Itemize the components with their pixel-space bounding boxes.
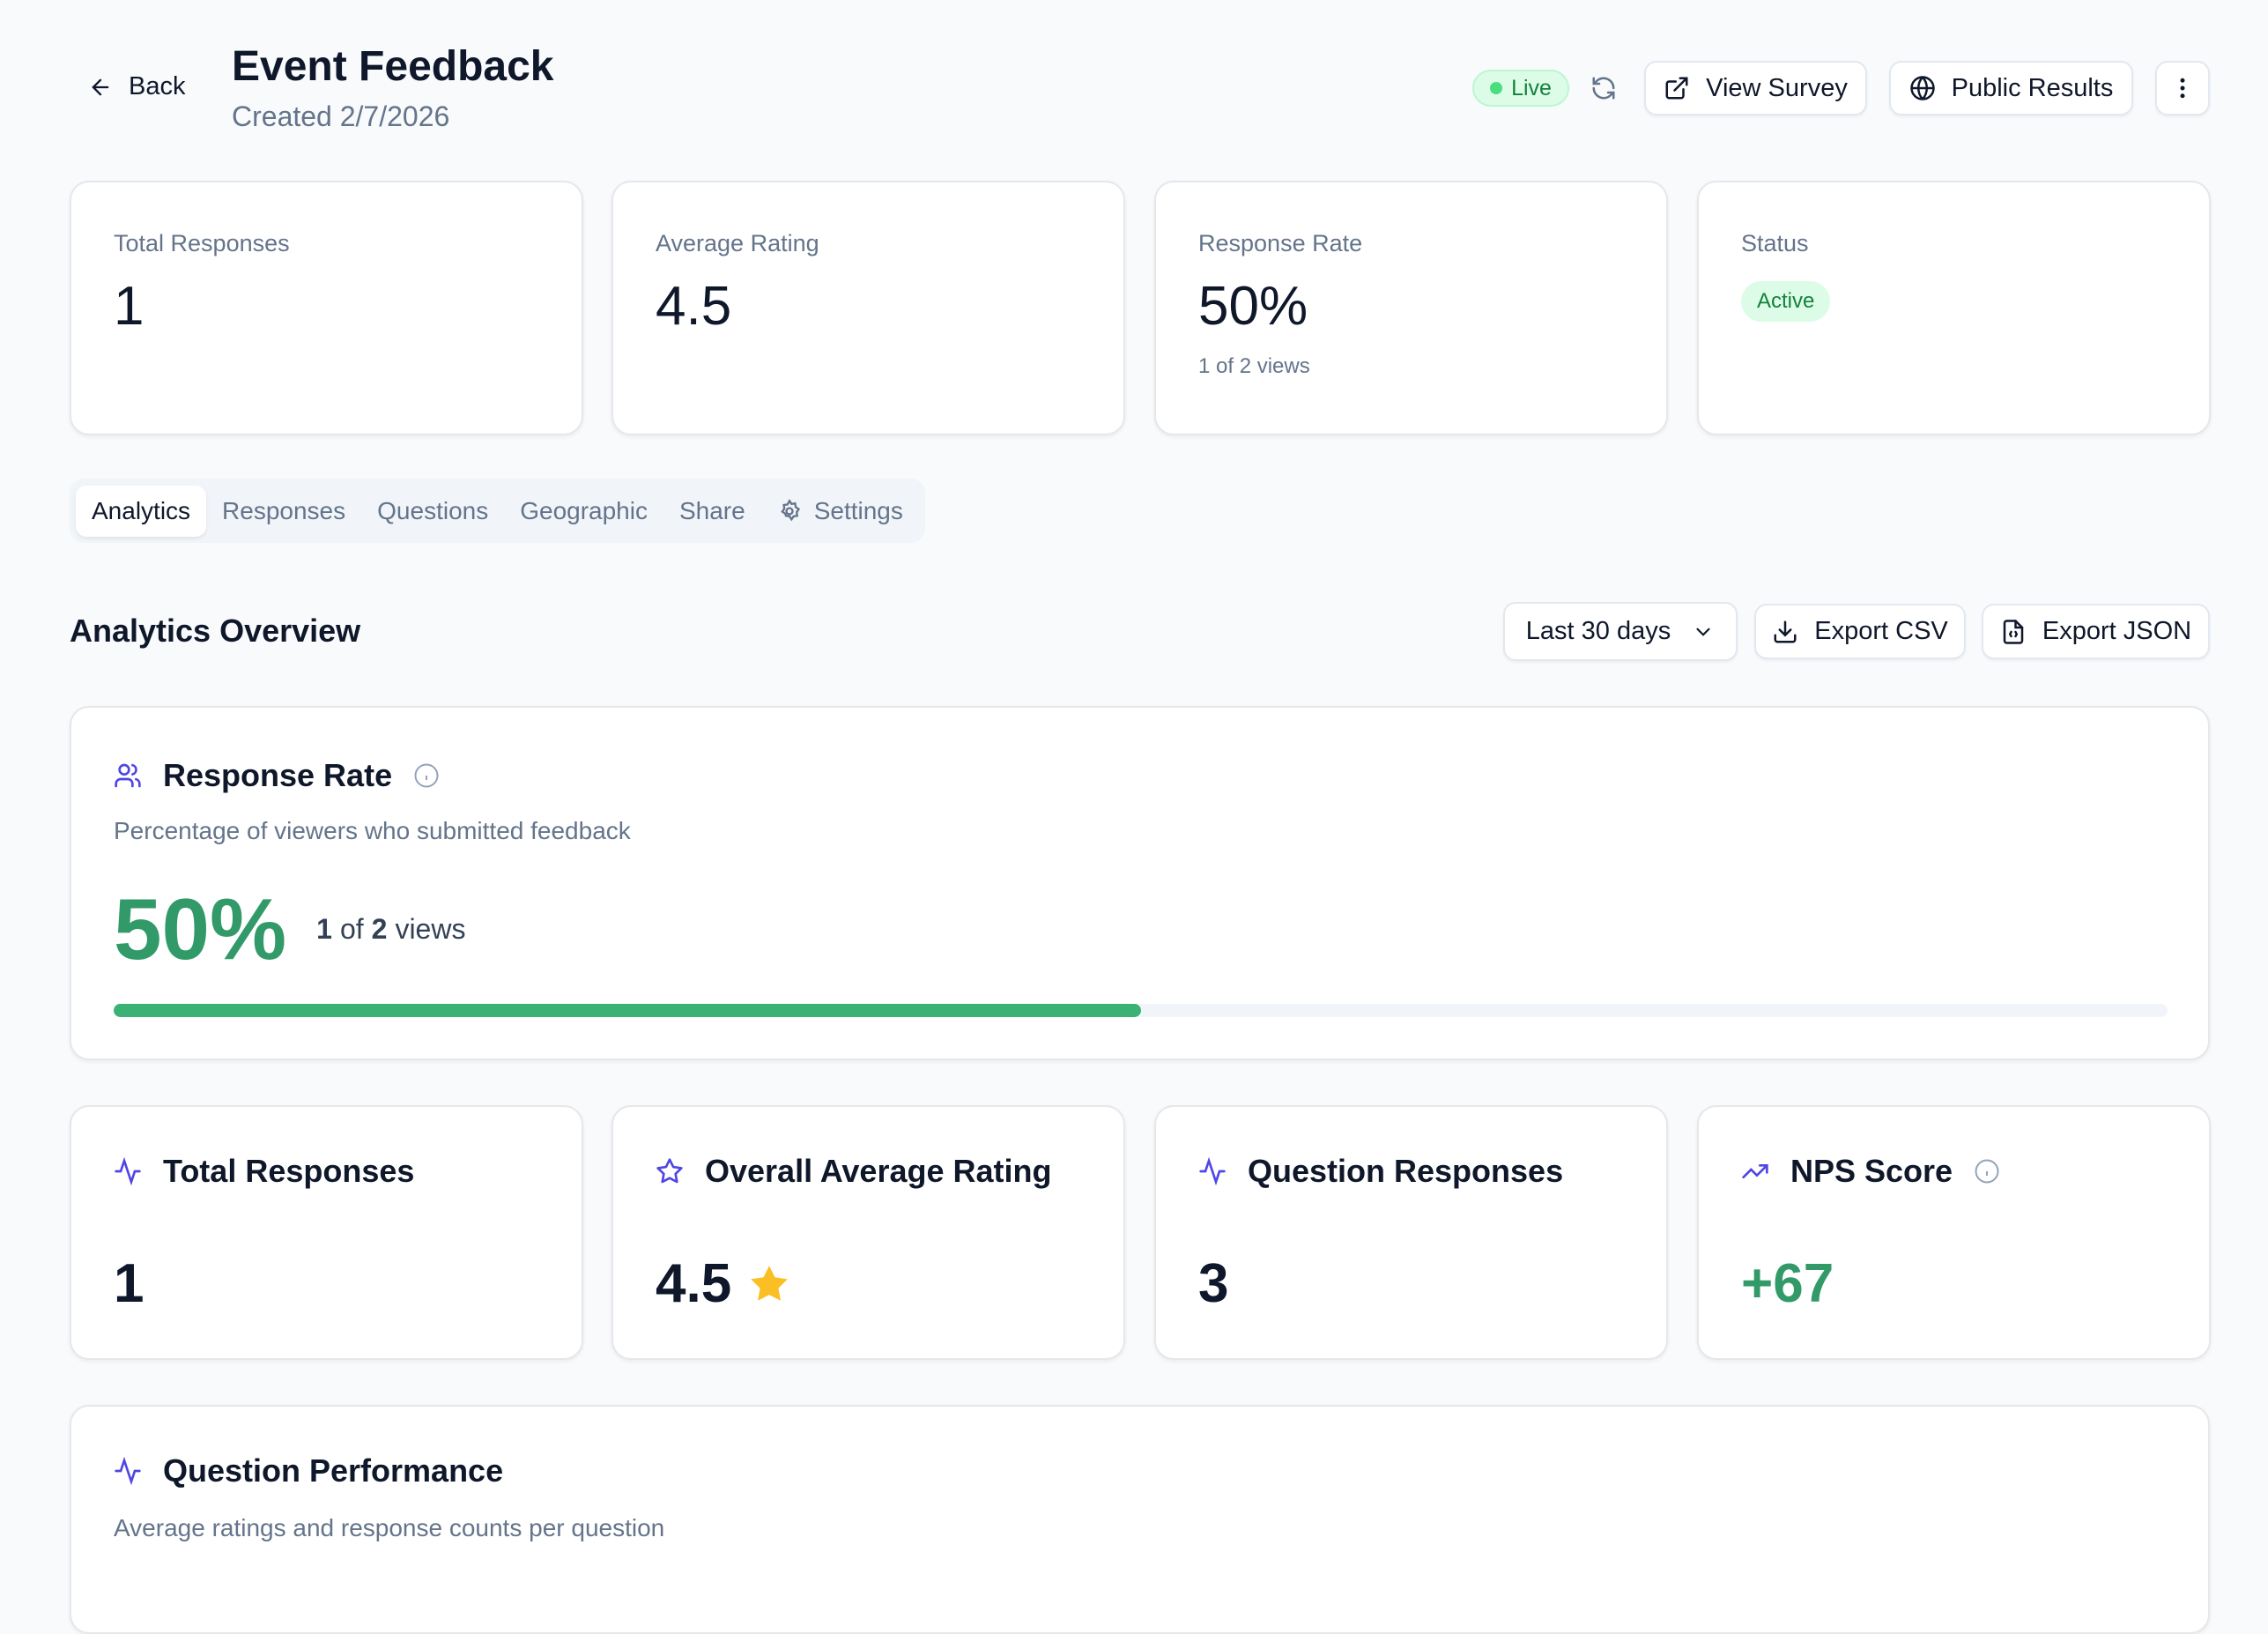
live-dot-icon xyxy=(1490,82,1503,94)
trending-up-icon xyxy=(1742,1164,1768,1178)
refresh-button[interactable] xyxy=(1590,75,1617,101)
activity-icon xyxy=(1199,1157,1226,1185)
tab-questions[interactable]: Questions xyxy=(377,496,489,524)
download-icon xyxy=(1774,620,1797,642)
page-title: Event Feedback xyxy=(232,43,554,90)
activity-icon xyxy=(115,1457,141,1485)
info-icon[interactable] xyxy=(413,762,440,789)
stat-card-total-responses: Total Responses 1 xyxy=(70,181,583,435)
status-badge: Active xyxy=(1741,281,1831,322)
gear-icon xyxy=(780,498,800,521)
metric-card-average-rating: Overall Average Rating 4.5 xyxy=(611,1105,1125,1360)
date-range-dropdown[interactable]: Last 30 days xyxy=(1503,602,1738,661)
stat-card-response-rate: Response Rate 50% 1 of 2 views xyxy=(1154,181,1668,435)
tab-share[interactable]: Share xyxy=(678,496,745,524)
tab-analytics[interactable]: Analytics xyxy=(76,485,207,537)
external-link-icon xyxy=(1665,77,1688,100)
tab-responses[interactable]: Responses xyxy=(222,496,346,524)
refresh-icon xyxy=(1592,77,1615,100)
public-results-button[interactable]: Public Results xyxy=(1889,61,2133,115)
export-csv-button[interactable]: Export CSV xyxy=(1754,604,1966,659)
more-options-button[interactable] xyxy=(2155,61,2210,115)
overview-title: Analytics Overview xyxy=(70,613,361,649)
created-date: Created 2/7/2026 xyxy=(232,100,450,132)
stat-card-status: Status Active xyxy=(1697,181,2211,435)
users-icon xyxy=(115,763,141,788)
chevron-down-icon xyxy=(1696,628,1710,636)
question-performance-card: Question Performance Average ratings and… xyxy=(70,1405,2210,1634)
globe-icon xyxy=(1909,76,1935,100)
metric-card-nps-score: NPS Score +67 xyxy=(1697,1105,2211,1360)
tab-geographic[interactable]: Geographic xyxy=(520,496,648,524)
star-outline-icon xyxy=(656,1158,683,1184)
star-icon xyxy=(751,1265,789,1301)
metric-card-question-responses: Question Responses 3 xyxy=(1154,1105,1668,1360)
info-icon[interactable] xyxy=(1974,1158,2000,1185)
metric-card-total-responses: Total Responses 1 xyxy=(70,1105,583,1360)
export-json-button[interactable]: Export JSON xyxy=(1982,604,2210,659)
view-survey-button[interactable]: View Survey xyxy=(1644,61,1867,115)
live-badge: Live xyxy=(1472,70,1569,107)
back-button[interactable]: Back xyxy=(88,72,185,101)
tab-settings[interactable]: Settings xyxy=(761,486,919,537)
response-rate-value: 50% xyxy=(114,880,287,977)
arrow-left-icon xyxy=(92,78,109,95)
file-json-icon xyxy=(2003,619,2024,644)
response-rate-progress xyxy=(114,1004,2168,1017)
progress-fill xyxy=(114,1004,1141,1017)
more-vertical-icon xyxy=(2180,78,2185,99)
activity-icon xyxy=(115,1157,141,1185)
stat-card-average-rating: Average Rating 4.5 xyxy=(611,181,1125,435)
tab-bar: Analytics Responses Questions Geographic… xyxy=(70,479,925,543)
response-rate-card: Response Rate Percentage of viewers who … xyxy=(70,706,2210,1060)
